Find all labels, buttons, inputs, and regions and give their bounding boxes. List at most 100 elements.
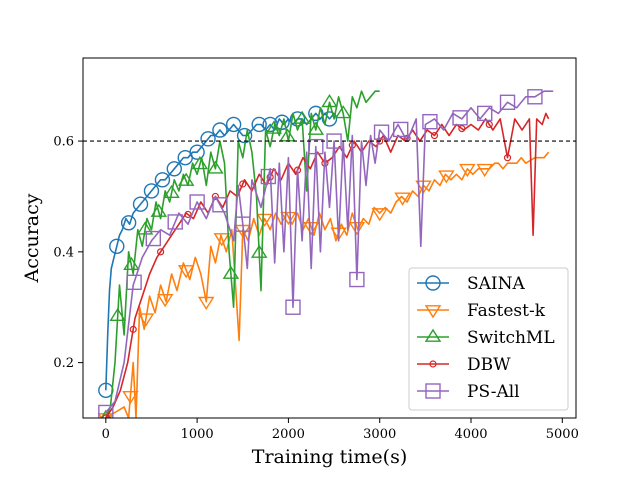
data-point-marker [373,124,390,140]
legend-marker [424,328,442,342]
data-point-marker [485,120,493,129]
data-point-marker [321,93,338,108]
data-point-marker [189,144,205,160]
data-point-marker [458,125,466,133]
data-point-marker [109,238,125,255]
x-axis-title: Training time(s) [252,446,407,468]
legend-entry: DBW [417,355,511,375]
data-point-marker [213,233,231,247]
y-tick-label: 0.4 [53,245,74,260]
data-point-marker [348,222,366,236]
data-point-marker [262,116,278,133]
data-point-marker [349,271,365,288]
data-point-marker [123,256,140,271]
data-point-marker [145,230,161,247]
legend-label: DBW [467,355,511,375]
data-point-marker [177,265,195,279]
legend-entry: SAINA [417,274,526,294]
legend-marker [425,383,441,399]
data-point-marker [166,161,182,177]
legend-label: SAINA [467,274,526,294]
data-point-marker [438,170,455,184]
data-point-marker [527,89,543,105]
x-axis: 0 1000 2000 3000 4000 5000 [102,418,579,442]
series-line [105,151,550,418]
data-point-marker [293,110,311,124]
data-point-marker [256,213,273,227]
data-point-marker [98,404,114,418]
legend-entry: SwitchML [417,328,555,348]
data-point-marker [211,192,219,201]
data-point-marker [477,105,493,122]
data-point-marker [156,294,174,308]
data-point-marker [251,116,267,133]
legend-marker [429,360,437,368]
data-point-marker [109,307,126,321]
legend-marker [424,305,442,319]
data-point-marker [503,154,512,162]
data-point-marker [459,163,476,178]
data-point-marker [239,180,247,188]
data-point-marker [167,214,183,230]
data-point-marker [326,133,342,149]
data-point-marker [307,121,325,135]
data-point-marker [308,105,324,122]
data-point-marker [476,163,493,178]
plot-frame [82,57,577,419]
legend-label: Fastest-k [467,301,546,321]
data-point-marker [225,116,242,133]
data-point-marker [422,113,438,130]
series-line [105,112,335,391]
data-point-marker [394,192,411,206]
data-point-marker [289,111,306,127]
legend-entry: Fastest-k [417,301,546,321]
data-point-marker [137,313,155,327]
data-point-marker [120,215,137,231]
data-point-marker [212,197,228,213]
x-tick-label: 0 [102,427,110,442]
data-point-marker [126,274,142,291]
data-point-marker [393,121,409,138]
y-axis: 0.2 0.4 0.6 [53,135,83,371]
data-point-marker [197,296,215,311]
data-point-marker [371,208,388,222]
data-point-marker [102,414,110,418]
data-point-marker [200,131,216,147]
data-point-marker [163,184,180,199]
data-point-marker [212,122,228,138]
data-point-marker [260,168,277,185]
y-tick-label: 0.6 [53,135,74,150]
x-tick-label: 3000 [363,427,396,442]
data-point-marker [184,210,192,219]
data-point-marker [207,160,224,174]
legend-label: PS-All [467,382,520,402]
legend-entry: PS-All [417,382,520,402]
data-point-marker [143,183,160,199]
data-point-marker [129,325,137,333]
data-point-marker [334,105,352,119]
data-point-marker [302,222,320,236]
data-point-marker [122,390,139,405]
legend: SAINA Fastest-k SwitchML DBW PS-All [408,267,569,411]
series-saina [98,105,338,399]
data-point-marker [100,409,112,418]
data-point-marker [154,172,171,188]
legend-box [408,267,569,411]
legend-label: SwitchML [467,328,555,348]
series-layer [97,89,554,418]
data-point-marker [191,156,209,170]
data-point-marker [376,137,384,145]
data-point-marker [157,248,165,256]
data-point-marker [430,131,439,140]
data-point-marker [132,196,149,212]
series-line [105,90,554,414]
data-point-marker [150,203,168,217]
data-point-marker [265,120,283,134]
data-point-marker [274,114,290,130]
data-point-marker [97,413,115,418]
data-point-marker [308,138,324,155]
data-point-marker [452,110,468,126]
data-point-marker [189,194,205,210]
x-tick-label: 2000 [272,427,305,442]
